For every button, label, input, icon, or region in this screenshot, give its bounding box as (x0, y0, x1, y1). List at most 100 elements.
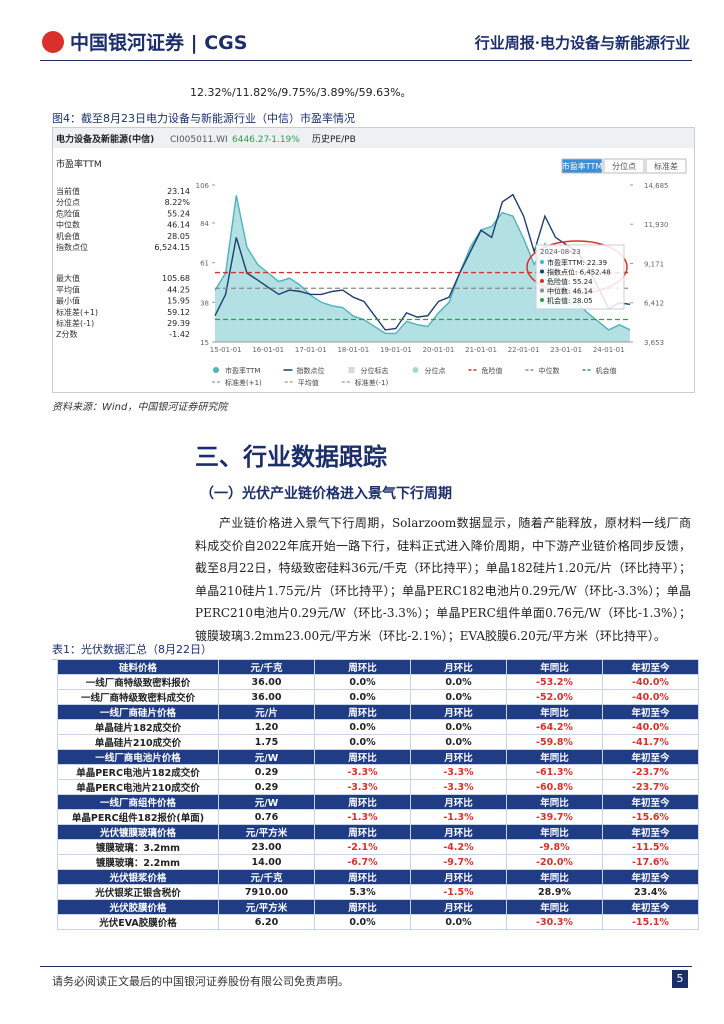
cell: -53.2% (506, 674, 603, 690)
table-row: 光伏EVA胶膜价格 6.20 0.0% 0.0% -30.3% -15.1% (57, 914, 699, 930)
table-row: 光伏银浆正银含税价 7910.00 5.3% -1.5% 28.9% 23.4% (57, 884, 699, 900)
stat-value: 46.14 (167, 221, 190, 230)
x-tick-label: 23-01-01 (550, 346, 582, 354)
stat-value: 23.14 (167, 187, 190, 196)
y-tick-label: 106 (196, 182, 210, 190)
tooltip (535, 244, 625, 310)
cell: 0.76 (218, 809, 315, 825)
toggle-button[interactable] (603, 158, 645, 174)
stat-label: 中位数 (56, 220, 80, 230)
cell: 光伏EVA胶膜价格 (57, 914, 219, 930)
header-cell: 一线厂商组件价格 (57, 794, 219, 810)
header-cell: 月环比 (410, 704, 507, 720)
table-row: 一线厂商特级致密料成交价 36.00 0.0% 0.0% -52.0% -40.0% (57, 689, 699, 705)
cell: 单晶PERC电池片182成交价 (57, 764, 219, 780)
cell: -64.2% (506, 719, 603, 735)
header-cell: 年初至今 (602, 794, 699, 810)
header-cell: 月环比 (410, 794, 507, 810)
legend-label: 机会值 (595, 366, 616, 375)
stat-label: 指数点位 (56, 242, 88, 252)
cell: 0.0% (314, 689, 411, 705)
cell: 一线厂商特级致密料报价 (57, 674, 219, 690)
header-cell: 元/平方米 (218, 899, 315, 915)
x-tick-label: 16-01-01 (252, 346, 284, 354)
tooltip-row: 市盈率TTM: 22.39 (547, 258, 607, 267)
area (215, 195, 630, 342)
header-cell: 月环比 (410, 869, 507, 885)
table-header-row: 一线厂商组件价格 元/W 周环比 月环比 年同比 年初至今 (57, 794, 699, 810)
header-cell: 月环比 (410, 659, 507, 675)
header-cell: 年同比 (506, 749, 603, 765)
header-cell: 年初至今 (602, 869, 699, 885)
logo-text: 中国银河证券 (70, 32, 185, 54)
cell: 7910.00 (218, 884, 315, 900)
data-table: 硅料价格 元/千克 周环比 月环比 年同比 年初至今 一线厂商特级致密料报价 36.00 0.0… (57, 659, 699, 930)
header-cell: 年初至今 (602, 749, 699, 765)
table-header-row: 一线厂商硅片价格 元/片 周环比 月环比 年同比 年初至今 (57, 704, 699, 720)
figure-source: 资料来源：Wind，中国银河证券研究院 (52, 402, 228, 413)
y-tick-label: 38 (200, 299, 209, 307)
stat-label: 当前值 (56, 186, 80, 196)
cell: -11.5% (602, 839, 699, 855)
toolbar-tab: 历史PE/PB (312, 133, 356, 145)
header-cell: 年同比 (506, 899, 603, 915)
table-row: 单晶硅片210成交价 1.75 0.0% 0.0% -59.8% -41.7% (57, 734, 699, 750)
cell: -30.3% (506, 914, 603, 930)
stat-label: 最大值 (56, 273, 80, 283)
tooltip-dot (540, 288, 544, 293)
header-cell: 年初至今 (602, 659, 699, 675)
table-row: 单晶PERC组件182报价(单面) 0.76 -1.3% -1.3% -39.7% -15… (57, 809, 699, 825)
paragraph: 产业链价格进入景气下行周期，Solarzoom数据显示，随着产能释放，原材料一线… (195, 516, 691, 643)
legend-label: 指数点位 (296, 366, 324, 375)
cell: -40.0% (602, 719, 699, 735)
cell: 0.0% (314, 719, 411, 735)
stat-label: Z分数 (56, 329, 77, 339)
table-header-row: 硅料价格 元/千克 周环比 月环比 年同比 年初至今 (57, 659, 699, 675)
table-row: 镀膜玻璃：2.2mm 14.00 -6.7% -9.7% -20.0% -17.6% (57, 854, 699, 870)
cell: 单晶硅片210成交价 (57, 734, 219, 750)
stat-value: 8.22% (165, 198, 191, 207)
cell: -4.2% (410, 839, 507, 855)
logo-sep: | (184, 32, 205, 54)
cell: 0.29 (218, 764, 315, 780)
cell: -23.7% (602, 779, 699, 795)
cell: 0.0% (410, 719, 507, 735)
cell: 0.0% (314, 734, 411, 750)
stat-value: 28.05 (167, 232, 190, 241)
stat-label: 标准差(+1) (56, 307, 98, 317)
x-tick-label: 20-01-01 (423, 346, 455, 354)
header-cell: 光伏银浆价格 (57, 869, 219, 885)
cell: -39.7% (506, 809, 603, 825)
toggle-button[interactable] (645, 158, 687, 174)
header-cell: 周环比 (314, 899, 411, 915)
legend-label: 平均值 (298, 378, 319, 387)
table-row: 一线厂商特级致密料报价 36.00 0.0% 0.0% -53.2% -40.0% (57, 674, 699, 690)
table-header-row: 一线厂商电池片价格 元/W 周环比 月环比 年同比 年初至今 (57, 749, 699, 765)
cell: 单晶PERC电池片210成交价 (57, 779, 219, 795)
cell: 0.0% (410, 734, 507, 750)
y2-tick-label: 11,930 (644, 221, 669, 229)
x-tick-label: 19-01-01 (380, 346, 412, 354)
cell: 36.00 (218, 674, 315, 690)
header-cell: 年初至今 (602, 899, 699, 915)
toggle-button[interactable] (561, 158, 603, 174)
y-tick-label: 84 (200, 220, 209, 228)
cell: -15.1% (602, 914, 699, 930)
header-cell: 元/片 (218, 704, 315, 720)
table-header-row: 光伏镀膜玻璃价格 元/平方米 周环比 月环比 年同比 年初至今 (57, 824, 699, 840)
cell: 14.00 (218, 854, 315, 870)
cell: 光伏银浆正银含税价 (57, 884, 219, 900)
cell: -3.3% (410, 764, 507, 780)
table-header-row: 光伏胶膜价格 元/平方米 周环比 月环比 年同比 年初至今 (57, 899, 699, 915)
cell: -17.6% (602, 854, 699, 870)
cell: -1.3% (410, 809, 507, 825)
tooltip-row: 机会值: 28.05 (547, 296, 593, 305)
header-rule (40, 60, 692, 61)
table-row: 单晶PERC电池片182成交价 0.29 -3.3% -3.3% -61.3% -23.7… (57, 764, 699, 780)
y2-tick-label: 9,171 (644, 260, 664, 268)
header-cell: 元/W (218, 794, 315, 810)
table-row: 镀膜玻璃：3.2mm 23.00 -2.1% -4.2% -9.8% -11.5% (57, 839, 699, 855)
cell: -20.0% (506, 854, 603, 870)
tooltip-dot (540, 279, 544, 283)
